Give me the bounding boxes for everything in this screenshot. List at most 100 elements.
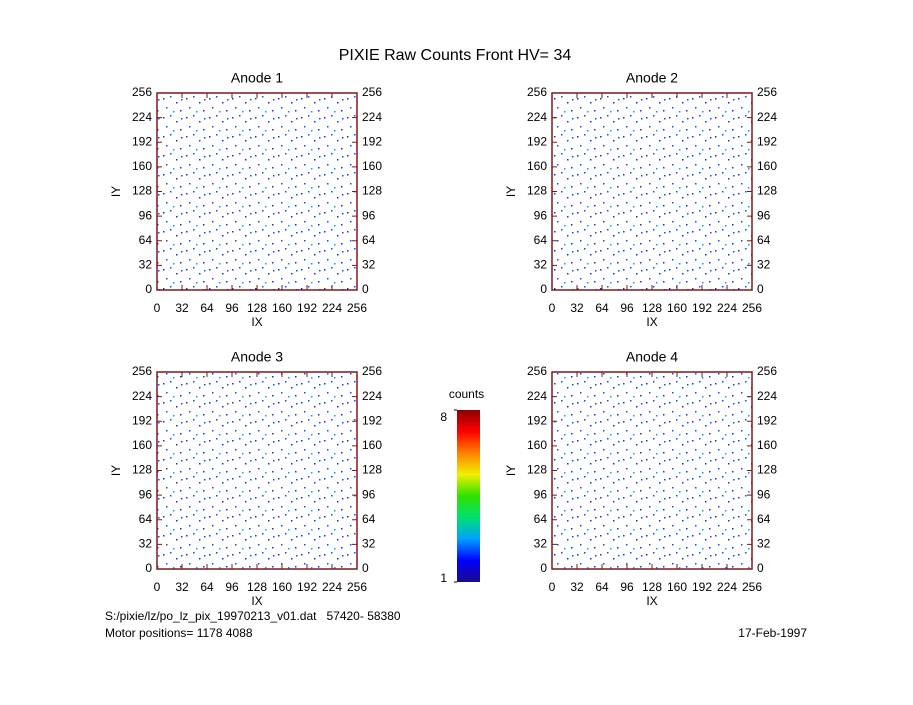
y-axis-label: IY bbox=[504, 465, 518, 476]
y-tick-label: 128 bbox=[132, 184, 152, 198]
x-tick-label: 160 bbox=[667, 580, 687, 594]
y-tick-label: 160 bbox=[132, 438, 152, 452]
y2-tick-label: 32 bbox=[757, 537, 771, 551]
x-tick-label: 256 bbox=[742, 301, 762, 315]
y-tick-label: 0 bbox=[540, 282, 547, 296]
x-tick-label: 128 bbox=[247, 301, 267, 315]
y2-tick-label: 96 bbox=[362, 487, 376, 501]
y2-tick-label: 64 bbox=[362, 233, 376, 247]
colorbar-tick-label: 1 bbox=[440, 571, 447, 585]
y-tick-label: 64 bbox=[534, 512, 548, 526]
x-tick-label: 224 bbox=[717, 580, 737, 594]
x-tick-label: 256 bbox=[347, 580, 367, 594]
x-axis-label: IX bbox=[251, 315, 262, 329]
y-tick-label: 96 bbox=[534, 208, 548, 222]
x-axis-label: IX bbox=[646, 594, 657, 608]
y2-tick-label: 256 bbox=[757, 85, 777, 99]
x-tick-label: 64 bbox=[200, 301, 214, 315]
x-tick-label: 160 bbox=[272, 301, 292, 315]
x-tick-label: 64 bbox=[200, 580, 214, 594]
x-tick-label: 192 bbox=[692, 580, 712, 594]
x-tick-label: 192 bbox=[297, 301, 317, 315]
x-tick-label: 96 bbox=[620, 580, 634, 594]
y-axis-label: IY bbox=[109, 465, 123, 476]
y-tick-label: 192 bbox=[527, 413, 547, 427]
y2-tick-label: 224 bbox=[757, 389, 777, 403]
y-tick-label: 224 bbox=[132, 110, 152, 124]
x-tick-label: 32 bbox=[570, 580, 584, 594]
x-tick-label: 0 bbox=[549, 301, 556, 315]
y2-tick-label: 64 bbox=[757, 512, 771, 526]
y2-tick-label: 256 bbox=[362, 364, 382, 378]
x-tick-label: 256 bbox=[347, 301, 367, 315]
x-tick-label: 96 bbox=[225, 301, 239, 315]
y2-tick-label: 128 bbox=[757, 184, 777, 198]
y2-tick-label: 224 bbox=[362, 110, 382, 124]
y-tick-label: 32 bbox=[139, 537, 153, 551]
x-tick-label: 160 bbox=[667, 301, 687, 315]
panel-title: Anode 3 bbox=[231, 349, 283, 365]
y-tick-label: 96 bbox=[139, 208, 153, 222]
panel-title: Anode 2 bbox=[626, 70, 678, 86]
footer-motor: Motor positions= 1178 4088 bbox=[105, 626, 253, 640]
y2-tick-label: 128 bbox=[757, 463, 777, 477]
panel-title: Anode 4 bbox=[626, 349, 678, 365]
x-tick-label: 192 bbox=[297, 580, 317, 594]
plot-area bbox=[156, 371, 358, 570]
y-tick-label: 96 bbox=[139, 487, 153, 501]
x-tick-label: 96 bbox=[620, 301, 634, 315]
colorbar bbox=[457, 410, 480, 582]
x-tick-label: 0 bbox=[154, 580, 161, 594]
y2-tick-label: 192 bbox=[757, 134, 777, 148]
x-tick-label: 160 bbox=[272, 580, 292, 594]
y2-tick-label: 96 bbox=[757, 208, 771, 222]
y2-tick-label: 0 bbox=[757, 282, 764, 296]
y-tick-label: 224 bbox=[132, 389, 152, 403]
y2-tick-label: 128 bbox=[362, 463, 382, 477]
y-tick-label: 64 bbox=[534, 233, 548, 247]
y-tick-label: 0 bbox=[540, 561, 547, 575]
x-tick-label: 32 bbox=[175, 580, 189, 594]
x-axis-label: IX bbox=[251, 594, 262, 608]
y-tick-label: 96 bbox=[534, 487, 548, 501]
x-tick-label: 128 bbox=[642, 580, 662, 594]
y2-tick-label: 128 bbox=[362, 184, 382, 198]
y-tick-label: 128 bbox=[527, 463, 547, 477]
plot-area bbox=[551, 92, 753, 291]
y-tick-label: 32 bbox=[534, 537, 548, 551]
y-tick-label: 128 bbox=[527, 184, 547, 198]
y2-tick-label: 160 bbox=[362, 438, 382, 452]
y2-tick-label: 256 bbox=[362, 85, 382, 99]
y2-tick-label: 192 bbox=[362, 413, 382, 427]
y2-tick-label: 64 bbox=[362, 512, 376, 526]
y-tick-label: 256 bbox=[527, 364, 547, 378]
y-tick-label: 32 bbox=[534, 258, 548, 272]
y-tick-label: 224 bbox=[527, 389, 547, 403]
x-tick-label: 128 bbox=[642, 301, 662, 315]
x-tick-label: 128 bbox=[247, 580, 267, 594]
y-tick-label: 32 bbox=[139, 258, 153, 272]
y-tick-label: 192 bbox=[132, 413, 152, 427]
y-tick-label: 192 bbox=[527, 134, 547, 148]
y-tick-label: 192 bbox=[132, 134, 152, 148]
y2-tick-label: 32 bbox=[757, 258, 771, 272]
y-tick-label: 160 bbox=[527, 159, 547, 173]
x-tick-label: 224 bbox=[717, 301, 737, 315]
x-axis-label: IX bbox=[646, 315, 657, 329]
y2-tick-label: 64 bbox=[757, 233, 771, 247]
y-tick-label: 128 bbox=[132, 463, 152, 477]
x-tick-label: 64 bbox=[595, 580, 609, 594]
y2-tick-label: 0 bbox=[362, 561, 369, 575]
y-tick-label: 0 bbox=[145, 561, 152, 575]
x-tick-label: 256 bbox=[742, 580, 762, 594]
y-tick-label: 0 bbox=[145, 282, 152, 296]
colorbar-tick-label: 8 bbox=[440, 410, 447, 424]
x-tick-label: 96 bbox=[225, 580, 239, 594]
y-tick-label: 256 bbox=[132, 85, 152, 99]
x-tick-label: 32 bbox=[175, 301, 189, 315]
y-tick-label: 256 bbox=[132, 364, 152, 378]
footer-file: S:/pixie/lz/po_lz_pix_19970213_v01.dat 5… bbox=[105, 609, 401, 623]
y2-tick-label: 160 bbox=[757, 159, 777, 173]
y2-tick-label: 160 bbox=[757, 438, 777, 452]
